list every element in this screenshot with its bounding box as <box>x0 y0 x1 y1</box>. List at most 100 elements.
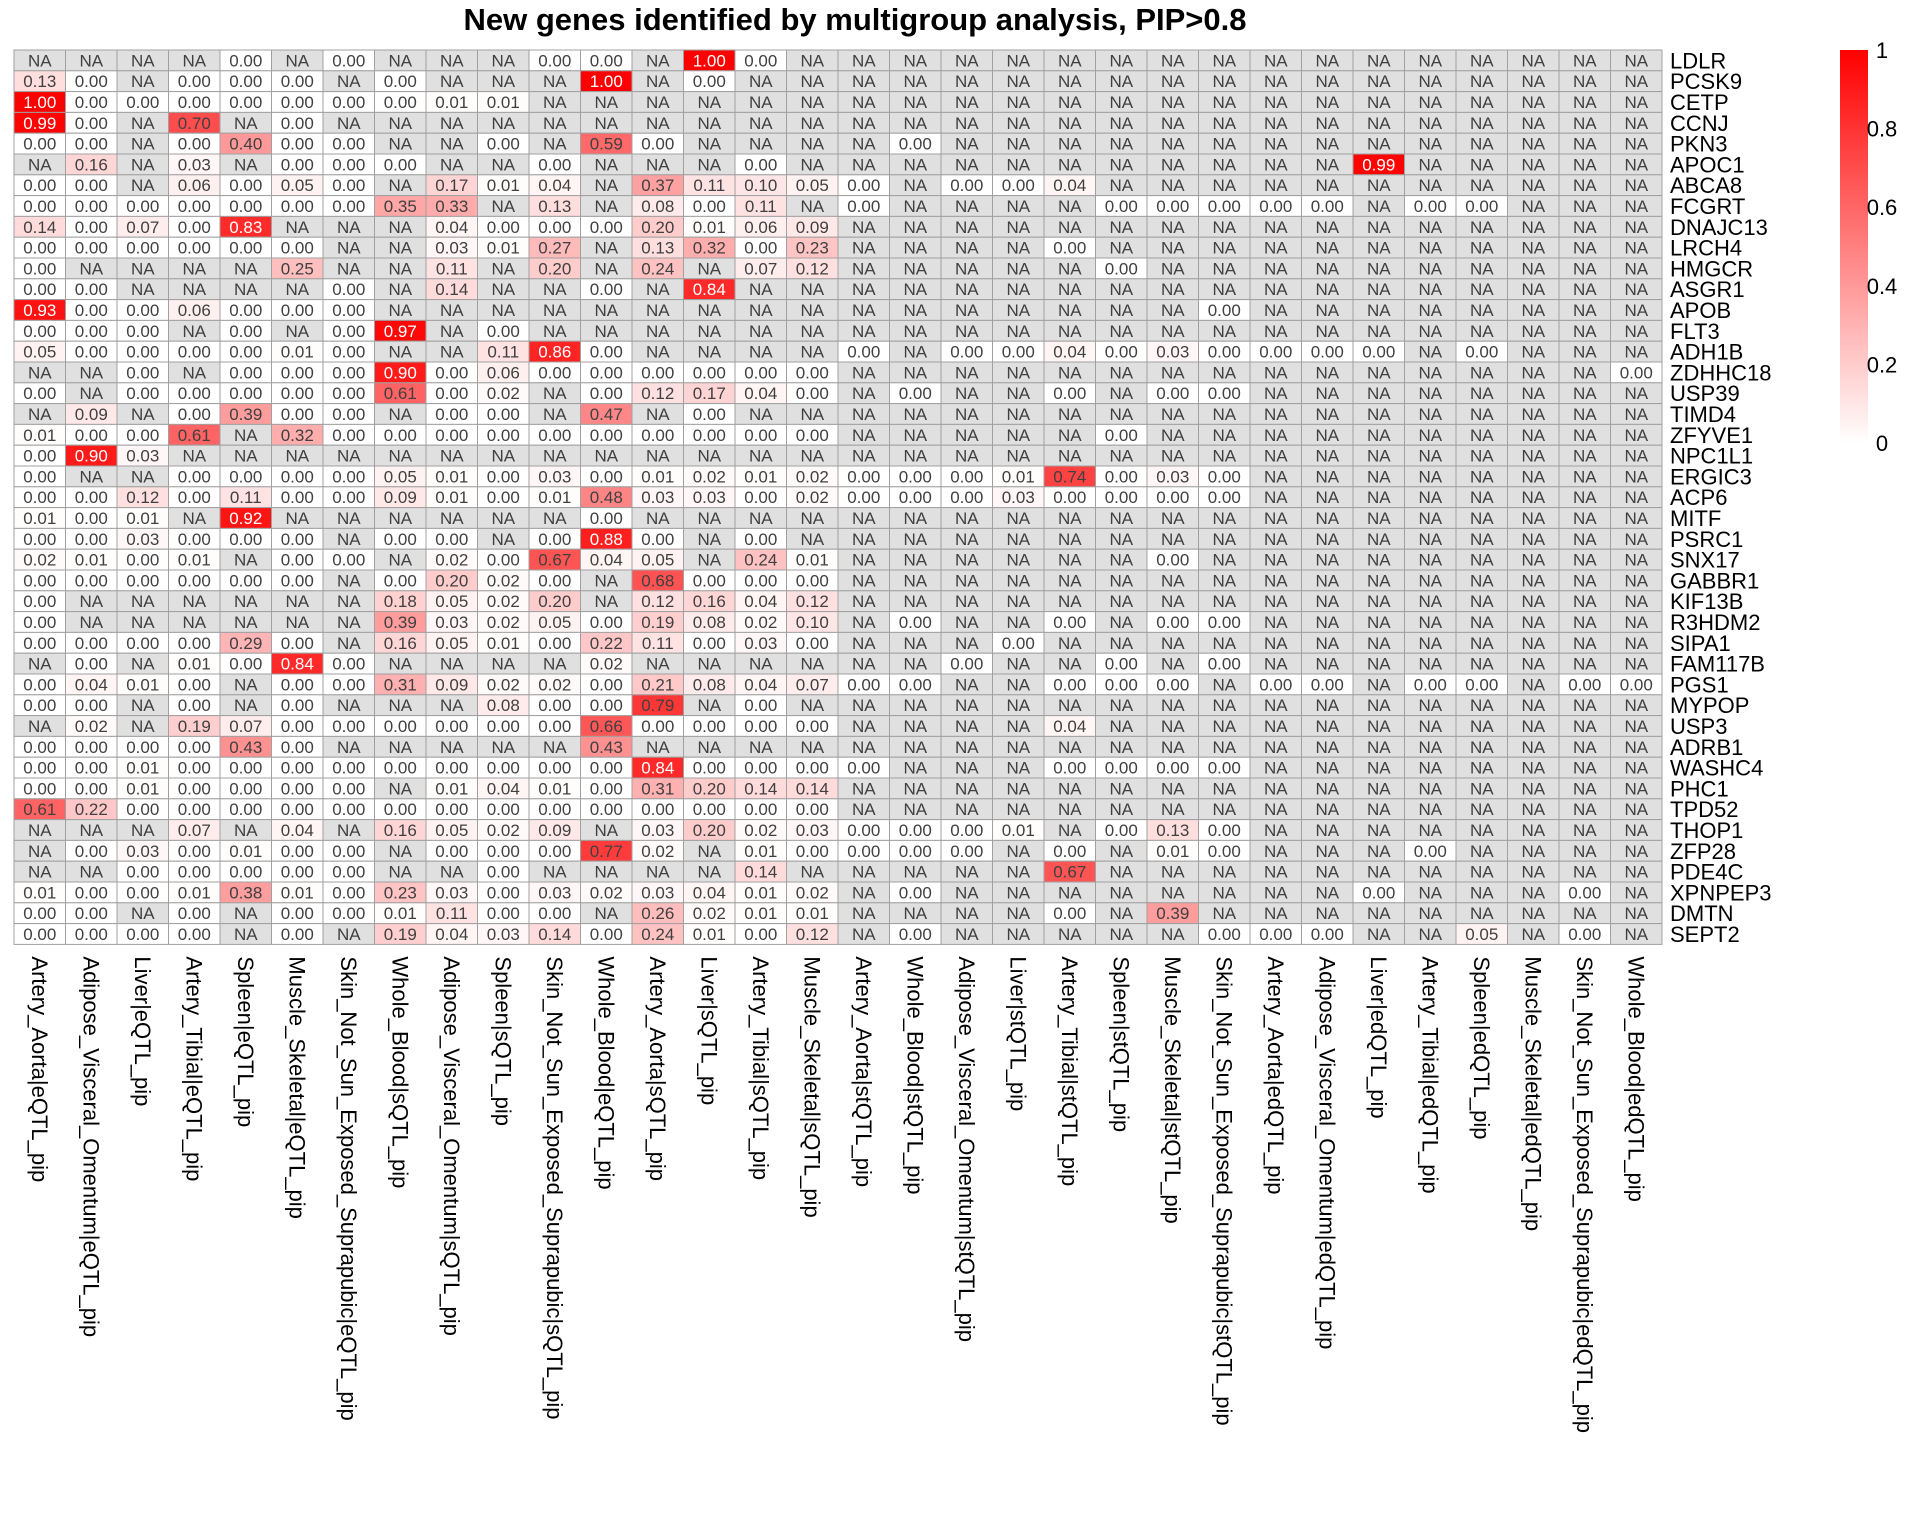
cell-value-label: NA <box>1058 72 1082 91</box>
cell-value-label: NA <box>1470 655 1494 674</box>
cell-value-label: NA <box>1470 842 1494 861</box>
cell-value-label: NA <box>28 363 52 382</box>
cell-value-label: NA <box>1212 883 1236 902</box>
cell-value-label: NA <box>131 280 155 299</box>
cell-value-label: 0.00 <box>1105 759 1138 778</box>
cell-value-label: 0.00 <box>75 655 108 674</box>
cell-value-label: NA <box>852 301 876 320</box>
cell-value-label: 0.61 <box>178 426 211 445</box>
cell-value-label: NA <box>955 675 979 694</box>
cell-value-label: NA <box>1367 551 1391 570</box>
cell-value-label: 0.00 <box>178 863 211 882</box>
cell-value-label: 0.00 <box>229 322 262 341</box>
cell-value-label: 0.12 <box>796 925 829 944</box>
cell-value-label: 0.00 <box>487 405 520 424</box>
cell-value-label: NA <box>1624 613 1648 632</box>
chart-title: New genes identified by multigroup analy… <box>464 2 1247 37</box>
cell-value-label: 0.00 <box>332 384 365 403</box>
cell-value-label: NA <box>1212 135 1236 154</box>
cell-value-label: NA <box>1418 925 1442 944</box>
cell-value-label: NA <box>1006 93 1030 112</box>
cell-value-label: NA <box>1470 571 1494 590</box>
cell-value-label: NA <box>1367 821 1391 840</box>
cell-value-label: NA <box>1418 239 1442 258</box>
cell-value-label: NA <box>131 821 155 840</box>
cell-value-label: NA <box>337 218 361 237</box>
cell-value-label: NA <box>903 363 927 382</box>
cell-value-label: NA <box>903 655 927 674</box>
cell-value-label: NA <box>1367 675 1391 694</box>
cell-value-label: NA <box>440 509 464 528</box>
cell-value-label: NA <box>749 655 773 674</box>
column-label: Liver|edQTL_pip <box>1366 956 1391 1118</box>
cell-value-label: NA <box>1006 925 1030 944</box>
cell-value-label: 0.11 <box>642 634 674 653</box>
cell-value-label: NA <box>1418 155 1442 174</box>
cell-value-label: NA <box>1058 135 1082 154</box>
cell-value-label: NA <box>955 301 979 320</box>
cell-value-label: NA <box>440 696 464 715</box>
cell-value-label: NA <box>1470 551 1494 570</box>
cell-value-label: NA <box>903 530 927 549</box>
cell-value-label: 0.00 <box>538 155 571 174</box>
cell-value-label: NA <box>646 738 670 757</box>
cell-value-label: 0.00 <box>744 925 777 944</box>
cell-value-label: 0.00 <box>435 530 468 549</box>
cell-value-label: 0.01 <box>487 634 520 653</box>
cell-value-label: NA <box>1418 717 1442 736</box>
cell-value-label: NA <box>903 259 927 278</box>
cell-value-label: 0.00 <box>178 675 211 694</box>
cell-value-label: NA <box>903 155 927 174</box>
cell-value-label: NA <box>903 114 927 133</box>
cell-value-label: 0.00 <box>75 904 108 923</box>
cell-value-label: 0.00 <box>75 738 108 757</box>
cell-value-label: NA <box>1212 696 1236 715</box>
cell-value-label: NA <box>1624 259 1648 278</box>
cell-value-label: 0.00 <box>384 717 417 736</box>
cell-value-label: NA <box>1315 613 1339 632</box>
cell-value-label: NA <box>1367 738 1391 757</box>
cell-value-label: 0.61 <box>384 384 417 403</box>
column-label: Spleen|stQTL_pip <box>1108 956 1133 1132</box>
cell-value-label: NA <box>852 696 876 715</box>
cell-value-label: NA <box>1315 176 1339 195</box>
column-label: Adipose_Visceral_Omentum|eQTL_pip <box>78 956 103 1337</box>
cell-value-label: 0.00 <box>384 155 417 174</box>
cell-value-label: 0.21 <box>641 675 674 694</box>
cell-value-label: 0.00 <box>744 717 777 736</box>
cell-value-label: NA <box>749 447 773 466</box>
cell-value-label: 0.05 <box>435 592 468 611</box>
cell-value-label: NA <box>1418 634 1442 653</box>
cell-value-label: 0.09 <box>75 405 108 424</box>
cell-value-label: NA <box>594 863 618 882</box>
cell-value-label: NA <box>1573 904 1597 923</box>
cell-value-label: NA <box>1212 72 1236 91</box>
cell-value-label: NA <box>1418 863 1442 882</box>
cell-value-label: NA <box>1624 592 1648 611</box>
cell-value-label: 0.61 <box>23 800 56 819</box>
cell-value-label: NA <box>1573 717 1597 736</box>
legend-tick-label: 0.6 <box>1867 195 1898 220</box>
cell-value-label: NA <box>1418 322 1442 341</box>
cell-value-label: 0.92 <box>229 509 262 528</box>
cell-value-label: 0.03 <box>796 821 829 840</box>
cell-value-label: NA <box>1006 571 1030 590</box>
cell-value-label: NA <box>1367 863 1391 882</box>
cell-value-label: NA <box>1006 696 1030 715</box>
cell-value-label: NA <box>1470 883 1494 902</box>
cell-value-label: 0.06 <box>487 363 520 382</box>
cell-value-label: NA <box>1264 155 1288 174</box>
cell-value-label: NA <box>852 447 876 466</box>
cell-value-label: 0.01 <box>744 467 777 486</box>
cell-value-label: NA <box>79 592 103 611</box>
cell-value-label: NA <box>234 114 258 133</box>
cell-value-label: NA <box>285 322 309 341</box>
cell-value-label: 0.00 <box>332 467 365 486</box>
cell-value-label: NA <box>697 114 721 133</box>
cell-value-label: NA <box>955 925 979 944</box>
cell-value-label: 0.00 <box>744 239 777 258</box>
cell-value-label: 0.01 <box>229 842 262 861</box>
cell-value-label: 0.00 <box>487 863 520 882</box>
cell-value-label: 0.00 <box>23 467 56 486</box>
cell-value-label: NA <box>1573 114 1597 133</box>
